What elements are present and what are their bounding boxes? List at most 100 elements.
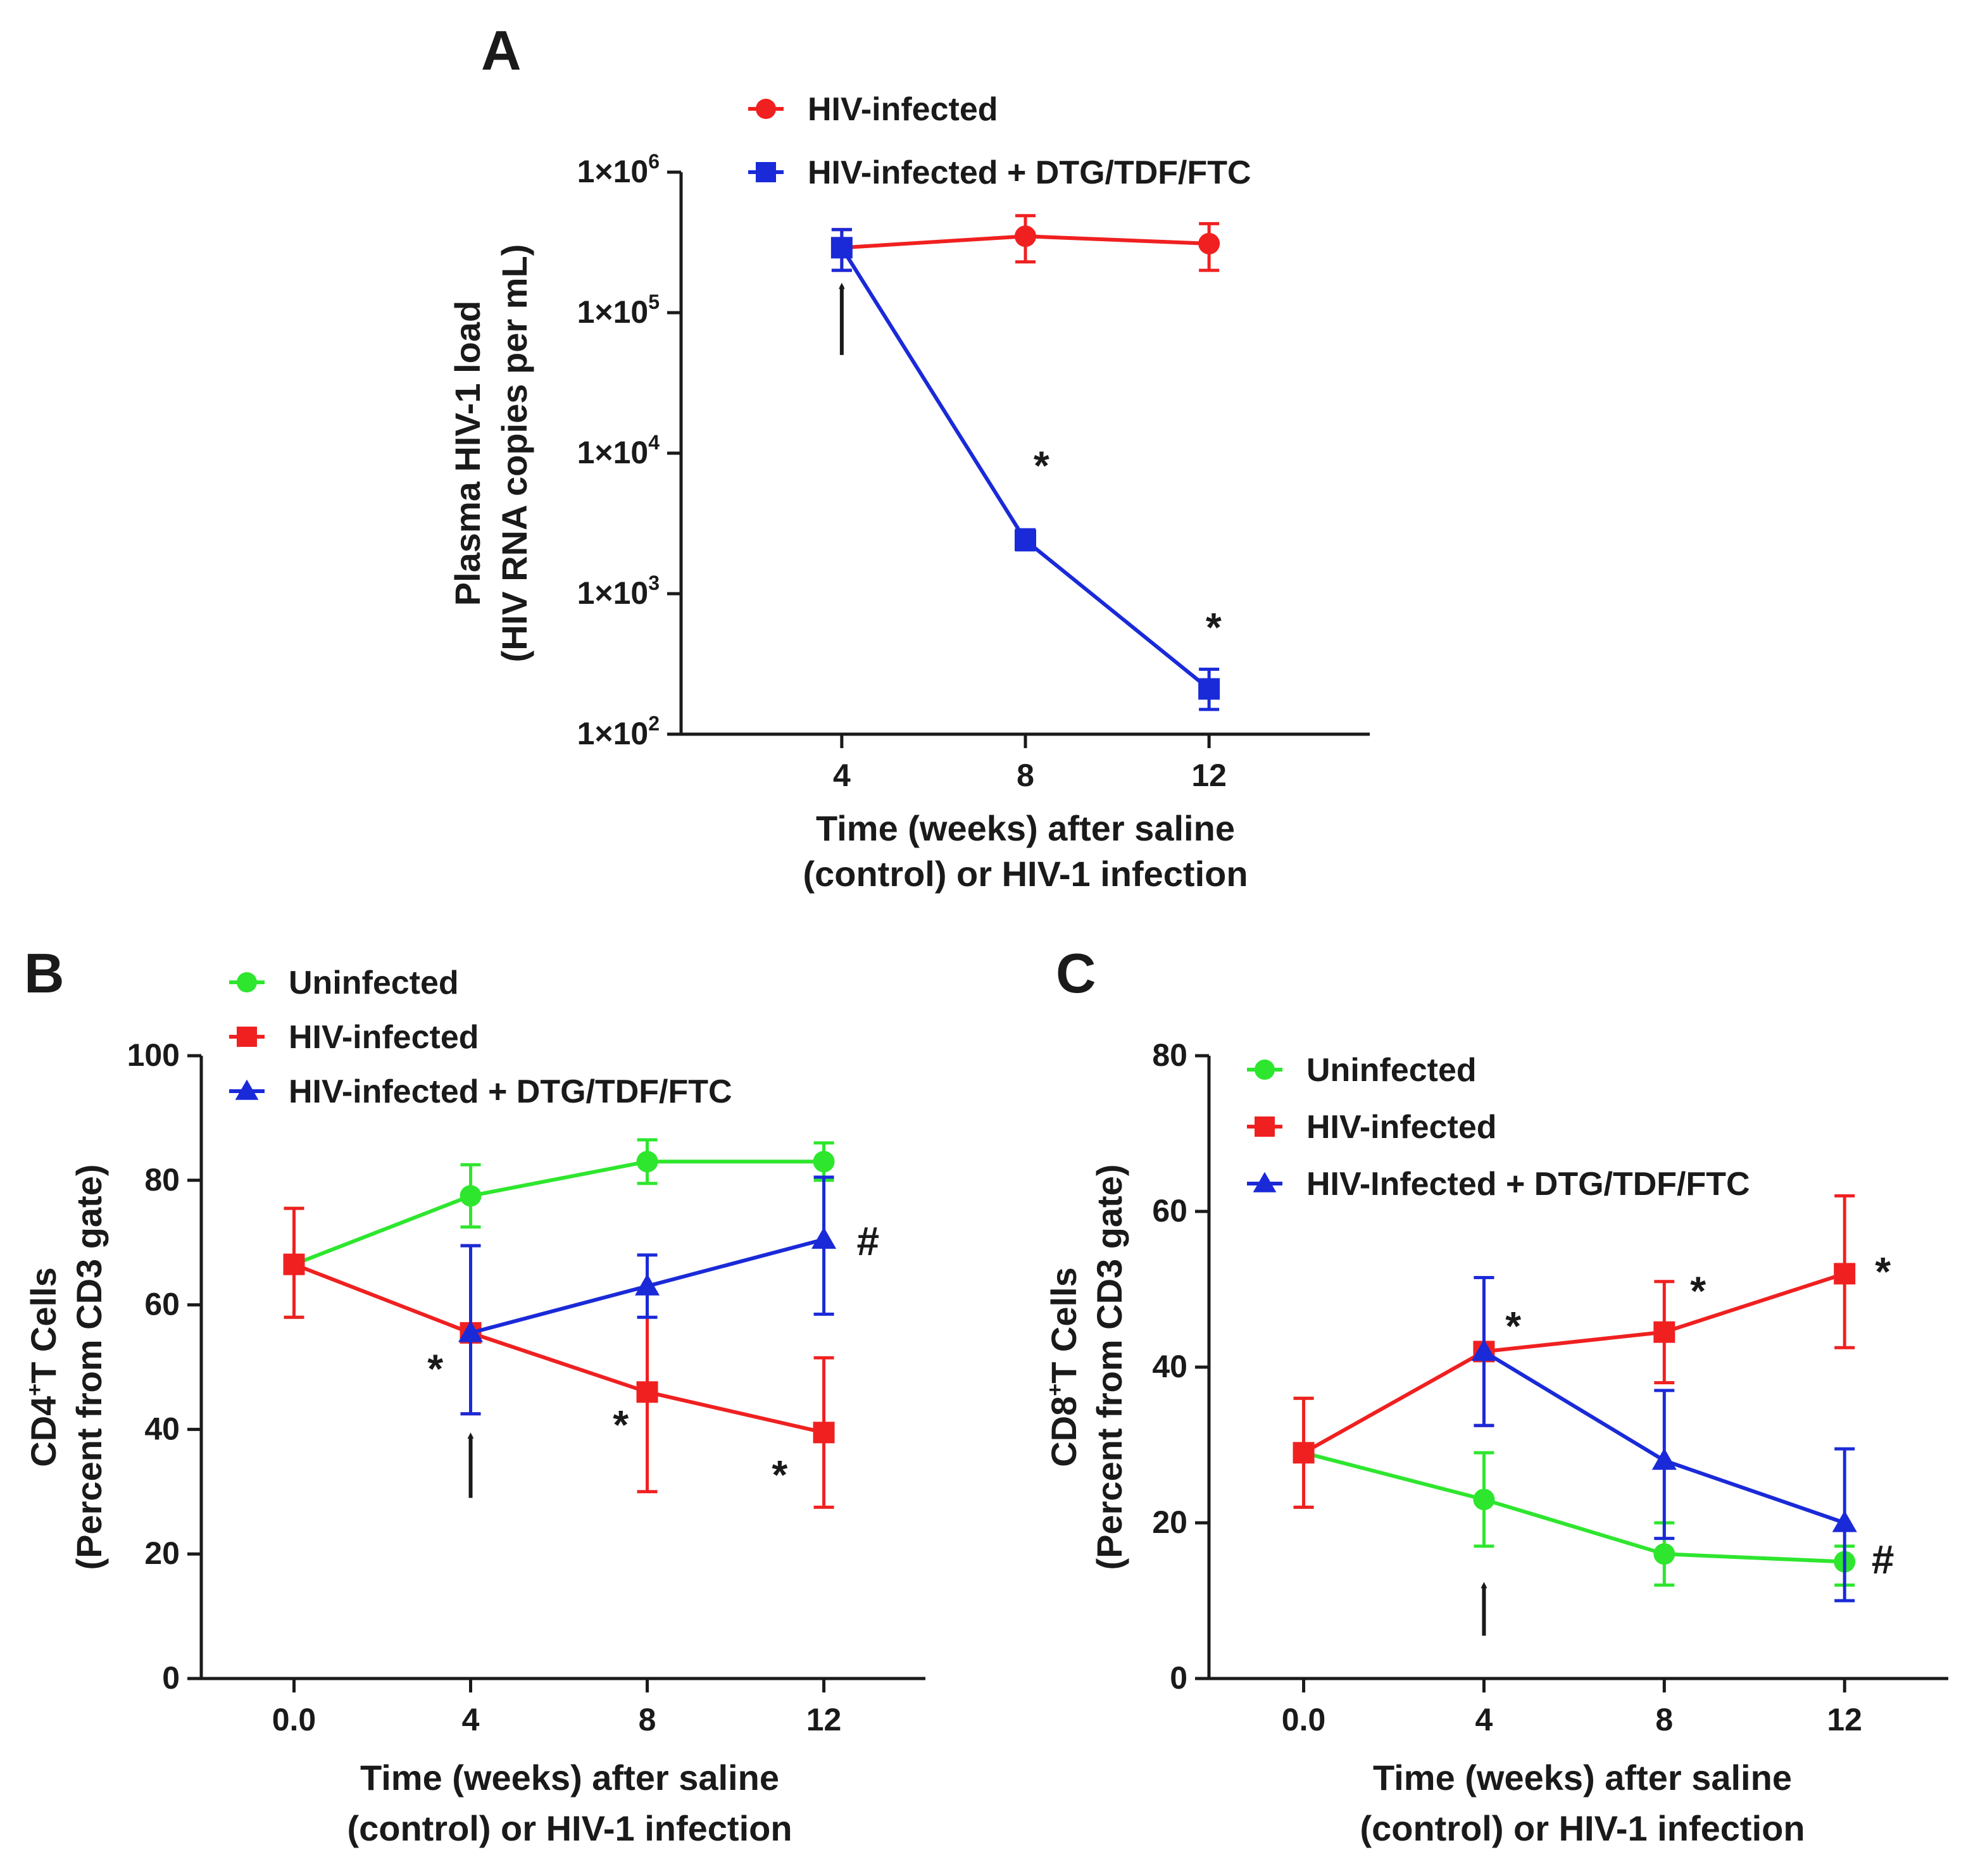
legend-label: HIV-Infected + DTG/TDF/FTC xyxy=(1306,1166,1750,1203)
y-tick-label: 1×102 xyxy=(577,712,660,751)
x-tick-label: 8 xyxy=(639,1702,656,1737)
y-tick-label: 1×104 xyxy=(577,431,660,470)
data-point xyxy=(1471,1339,1496,1361)
data-point xyxy=(458,1320,484,1342)
y-axis-title: Plasma HIV-1 load xyxy=(448,301,487,606)
legend-item: Uninfected xyxy=(1247,1052,1477,1089)
y-axis-title: (Percent from CD3 gate) xyxy=(69,1164,109,1570)
x-axis-title: (control) or HIV-1 infection xyxy=(1360,1808,1805,1848)
series-hiv-infected xyxy=(1293,1194,1856,1509)
y-tick-label: 40 xyxy=(1152,1349,1187,1384)
legend-item: Uninfected xyxy=(229,965,459,1001)
y-tick-label: 1×103 xyxy=(577,572,660,611)
series-hiv-infected-dtg-tdf-ftc xyxy=(1471,1276,1857,1603)
series-line xyxy=(840,246,1211,691)
significance-mark: * xyxy=(427,1346,443,1392)
series-hiv-infected xyxy=(283,1206,835,1509)
y-axis-title: (Percent from CD3 gate) xyxy=(1089,1164,1129,1570)
significance-mark: * xyxy=(613,1402,629,1448)
data-point xyxy=(1834,1263,1856,1285)
data-point xyxy=(636,1151,658,1173)
data-point xyxy=(1653,1321,1675,1343)
series-hiv-infected-dtg-tdf-ftc xyxy=(458,1175,837,1416)
x-axis-title: (control) or HIV-1 infection xyxy=(803,854,1248,894)
legend-marker xyxy=(1253,1172,1277,1192)
data-point xyxy=(283,1253,305,1275)
x-tick-label: 12 xyxy=(1191,758,1227,793)
legend-label: HIV-infected xyxy=(289,1019,479,1056)
legend-marker xyxy=(1255,1060,1275,1080)
data-point xyxy=(1653,1543,1675,1565)
data-point xyxy=(1015,225,1036,247)
legend-marker xyxy=(237,1027,257,1047)
legend-label: HIV-infected xyxy=(808,91,998,128)
legend-marker xyxy=(235,1079,259,1100)
chart-panel-a: A 1×102 1×103 1×104 1×105 1×106 4 8 12 Time (week… xyxy=(448,19,1370,894)
series-line xyxy=(293,1262,825,1435)
x-tick-label: 12 xyxy=(1827,1702,1862,1737)
significance-mark: * xyxy=(1505,1303,1521,1349)
data-point xyxy=(1293,1442,1315,1464)
y-axis-title: CD8+T Cells xyxy=(1043,1267,1084,1467)
legend-marker xyxy=(756,99,776,119)
x-tick-label: 4 xyxy=(1475,1702,1493,1737)
data-point xyxy=(636,1381,658,1403)
significance-mark: * xyxy=(1034,443,1049,489)
data-point xyxy=(1198,678,1220,700)
y-axis-title: CD4+T Cells xyxy=(23,1267,63,1467)
y-tick-label: 20 xyxy=(1152,1504,1187,1540)
data-point xyxy=(1198,232,1220,254)
x-tick-label: 4 xyxy=(833,758,851,793)
legend-label: HIV-infected + DTG/TDF/FTC xyxy=(289,1073,732,1110)
data-point xyxy=(1651,1448,1677,1470)
chart-panel-c: C 0 20 40 60 80 0.0 4 8 12 Time (weeks) after sali… xyxy=(1043,942,1948,1848)
x-axis-title: (control) or HIV-1 infection xyxy=(347,1808,792,1848)
significance-mark: # xyxy=(857,1218,880,1264)
y-tick-label: 100 xyxy=(127,1037,180,1073)
data-point xyxy=(830,237,853,259)
legend-label: Uninfected xyxy=(289,965,459,1001)
legend-item: HIV-infected xyxy=(229,1019,479,1056)
x-tick-label: 4 xyxy=(462,1702,480,1737)
legend-item: HIV-Infected + DTG/TDF/FTC xyxy=(1247,1166,1750,1203)
legend-label: Uninfected xyxy=(1306,1052,1477,1089)
legend-item: HIV-infected + DTG/TDF/FTC xyxy=(748,154,1251,191)
y-tick-label: 1×105 xyxy=(577,291,660,330)
y-tick-label: 1×106 xyxy=(577,150,660,189)
series-line xyxy=(293,1160,824,1266)
y-tick-label: 80 xyxy=(1152,1037,1187,1073)
x-axis-title: Time (weeks) after saline xyxy=(1373,1758,1792,1798)
significance-mark: * xyxy=(1875,1249,1891,1294)
legend-label: HIV-infected xyxy=(1306,1109,1497,1146)
legend-item: HIV-infected xyxy=(1247,1109,1497,1146)
data-point xyxy=(811,1227,837,1249)
significance-mark: * xyxy=(1206,604,1222,650)
legend-label: HIV-infected + DTG/TDF/FTC xyxy=(808,154,1251,191)
y-tick-label: 0 xyxy=(1170,1660,1187,1696)
legend-marker xyxy=(756,162,776,182)
y-tick-label: 20 xyxy=(144,1535,180,1571)
legend-marker xyxy=(237,972,257,992)
panel-letter: B xyxy=(24,942,65,1004)
data-point xyxy=(634,1273,660,1296)
panel-letter: C xyxy=(1056,942,1096,1004)
series-hiv-infected-dtg-tdf-ftc xyxy=(830,228,1220,711)
legend-marker xyxy=(1255,1116,1275,1137)
legend-item: HIV-infected xyxy=(748,91,998,128)
data-point xyxy=(1015,529,1036,551)
y-tick-label: 60 xyxy=(144,1287,180,1322)
series-line xyxy=(1303,1451,1845,1564)
y-tick-label: 40 xyxy=(144,1411,180,1446)
data-point xyxy=(813,1422,835,1444)
x-tick-label: 12 xyxy=(806,1702,842,1737)
legend-item: HIV-infected + DTG/TDF/FTC xyxy=(229,1073,732,1110)
data-point xyxy=(813,1151,835,1173)
y-tick-label: 60 xyxy=(1152,1193,1187,1229)
data-point xyxy=(1473,1489,1495,1511)
x-axis-title: Time (weeks) after saline xyxy=(360,1758,779,1798)
chart-panel-b: B 0 20 40 60 80 100 0.0 4 8 12 Time (weeks) after s… xyxy=(23,942,925,1848)
series-uninfected xyxy=(1293,1396,1856,1587)
significance-mark: # xyxy=(1872,1537,1894,1582)
significance-mark: * xyxy=(772,1452,787,1498)
